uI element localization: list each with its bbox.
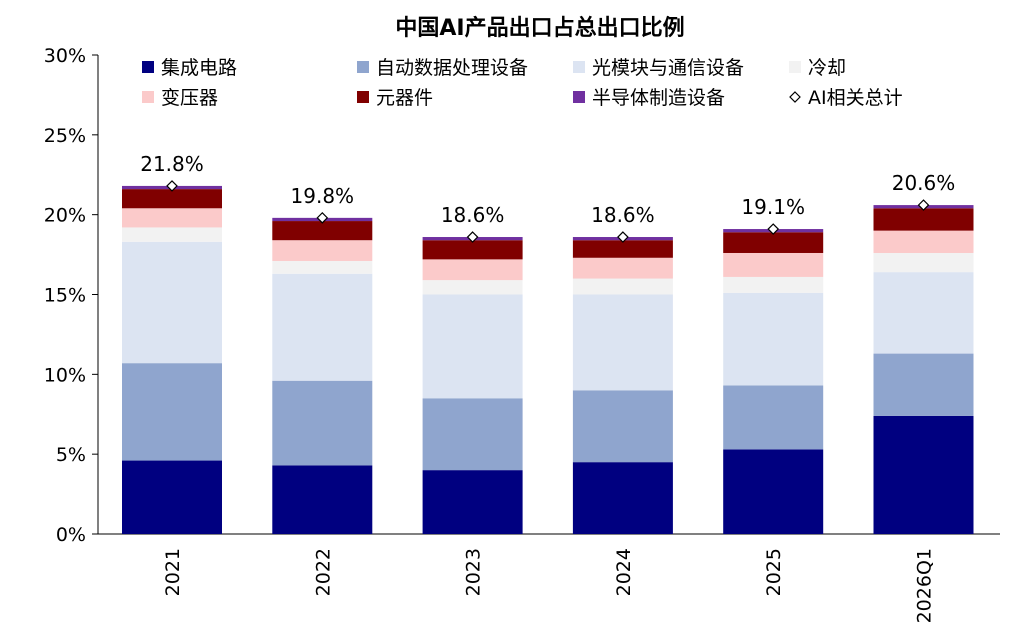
legend-swatch — [142, 91, 154, 103]
bar-segment — [272, 380, 373, 466]
total-label: 19.1% — [741, 195, 805, 219]
legend-swatch — [789, 61, 801, 73]
legend-label: 冷却 — [808, 57, 846, 79]
bar-segment — [873, 208, 974, 231]
legend-swatch — [573, 61, 585, 73]
bar-segment — [122, 208, 222, 228]
total-label: 20.6% — [892, 171, 956, 195]
bar-segment — [873, 353, 974, 416]
total-marker — [466, 231, 479, 243]
bar-segment — [422, 398, 523, 471]
totals: 21.8% 19.8% 18.6% 18.6% 19.1% 20.6% — [140, 152, 956, 243]
total-label: 21.8% — [140, 152, 204, 176]
legend-label: 自动数据处理设备 — [376, 57, 528, 79]
bar-segment — [122, 189, 222, 209]
x-tick-label: 2024 — [613, 548, 635, 596]
legend-label: AI相关总计 — [808, 87, 903, 109]
bar-segment — [572, 240, 673, 258]
bar-segment — [272, 240, 373, 261]
bar-segment — [122, 460, 222, 534]
bar-segment — [723, 252, 824, 277]
total-marker — [316, 212, 329, 224]
bar-segment — [873, 252, 974, 273]
bar-segment — [723, 385, 824, 450]
legend-swatch — [573, 91, 585, 103]
legend-label: 元器件 — [376, 87, 433, 109]
bar-segment — [272, 273, 373, 381]
total-marker — [767, 223, 780, 235]
bar-segment — [422, 294, 523, 399]
bar-segment — [572, 294, 673, 391]
y-tick-label: 30% — [44, 45, 86, 67]
bar-segment — [723, 449, 824, 534]
x-tick-label: 2021 — [162, 548, 184, 596]
bar-segment — [422, 280, 523, 295]
total-label: 18.6% — [591, 203, 655, 227]
bar-segment — [422, 240, 523, 260]
bar-segment — [572, 278, 673, 295]
bar-segment — [272, 221, 373, 241]
y-tick-label: 5% — [56, 444, 86, 466]
bar-segment — [122, 241, 222, 364]
bars — [122, 185, 974, 534]
bar-segment — [723, 232, 824, 253]
bar-segment — [873, 415, 974, 534]
bar-segment — [272, 465, 373, 534]
legend-label: 半导体制造设备 — [592, 87, 725, 109]
bar-segment — [723, 276, 824, 293]
bar-segment — [572, 390, 673, 463]
bar-segment — [422, 259, 523, 281]
total-label: 19.8% — [291, 184, 355, 208]
bar-segment — [572, 462, 673, 534]
x-tick-label: 2022 — [312, 548, 334, 596]
total-marker — [166, 180, 178, 192]
x-tick-label: 2025 — [763, 548, 785, 596]
y-tick-label: 25% — [44, 125, 86, 147]
legend-swatch — [789, 91, 801, 103]
axes: 0% 5% 10% 15% 20% 25% 30% 2021 2022 2023 2024 2025 2… — [44, 45, 1000, 623]
bar-segment — [572, 257, 673, 279]
total-marker — [917, 199, 930, 211]
bar-segment — [422, 470, 523, 534]
x-tick-label: 2023 — [463, 548, 485, 596]
legend-label: 变压器 — [161, 87, 218, 109]
total-label: 18.6% — [441, 203, 505, 227]
bar-segment — [122, 227, 222, 242]
chart-title: 中国AI产品出口占总出口比例 — [395, 15, 684, 41]
bar-segment — [723, 292, 824, 386]
y-tick-label: 15% — [44, 285, 86, 307]
bar-segment — [122, 363, 222, 461]
legend-swatch — [142, 61, 154, 73]
bar-segment — [873, 272, 974, 354]
total-marker — [617, 231, 629, 243]
y-tick-label: 20% — [44, 205, 86, 227]
bar-segment — [272, 260, 373, 274]
legend-swatch — [357, 91, 369, 103]
legend-label: 集成电路 — [161, 57, 237, 79]
legend-label: 光模块与通信设备 — [592, 57, 744, 79]
legend-swatch — [357, 61, 369, 73]
y-tick-label: 0% — [56, 524, 86, 546]
x-tick-label: 2026Q1 — [914, 548, 936, 623]
bar-segment — [873, 230, 974, 253]
y-tick-label: 10% — [44, 364, 86, 386]
